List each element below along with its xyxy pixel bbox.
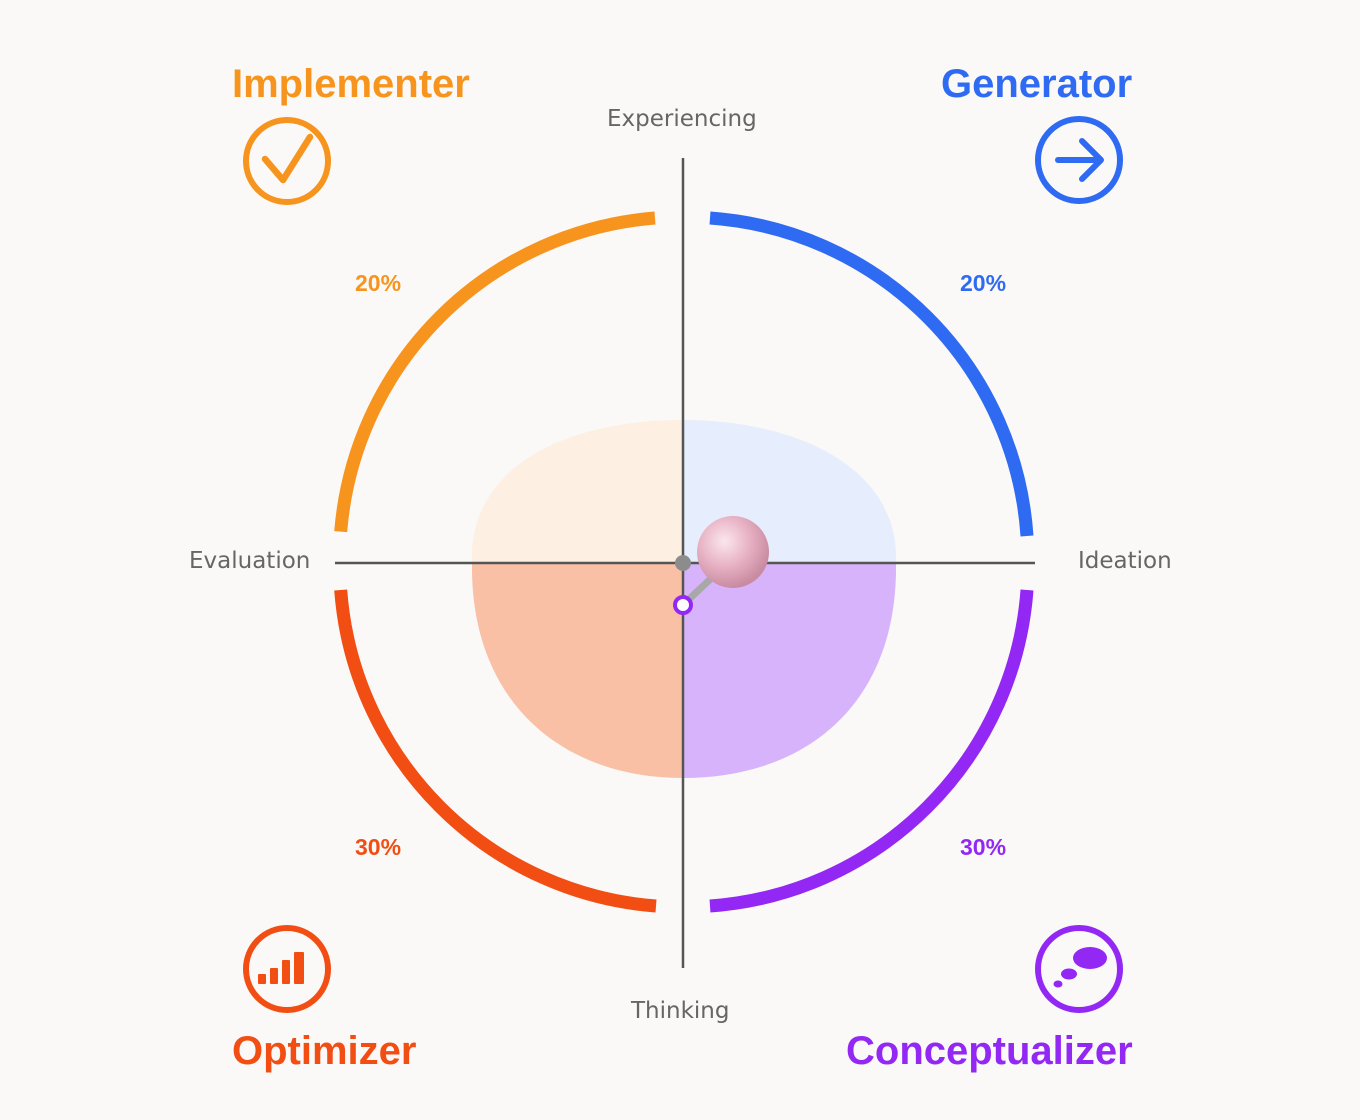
implementer-percent: 20%	[355, 270, 402, 296]
conceptualizer-percent: 30%	[960, 834, 1007, 860]
conceptualizer-area	[683, 563, 897, 778]
axis-label-left: Evaluation	[189, 548, 311, 574]
position-pin	[673, 516, 769, 615]
axis-label-bottom: Thinking	[631, 998, 730, 1024]
generator-title: Generator	[941, 62, 1133, 106]
conceptualizer-arc	[709, 589, 1034, 913]
check-circle-icon	[243, 117, 331, 205]
thought-bubble-circle-icon	[1035, 925, 1123, 1013]
optimizer-percent: 30%	[355, 834, 402, 860]
generator-arc	[709, 211, 1034, 537]
pin-head	[697, 516, 769, 588]
arrow-right-circle-icon	[1035, 116, 1123, 204]
conceptualizer-title: Conceptualizer	[846, 1029, 1133, 1073]
axis-label-right: Ideation	[1078, 548, 1172, 574]
pin-base	[673, 595, 693, 615]
implementer-area	[471, 420, 683, 563]
generator-percent: 20%	[960, 270, 1007, 296]
bar-chart-circle-icon	[243, 925, 331, 1013]
optimizer-title: Optimizer	[232, 1029, 417, 1073]
optimizer-arc	[334, 589, 657, 913]
center-dot	[675, 555, 691, 571]
implementer-title: Implementer	[232, 62, 470, 106]
implementer-arc	[334, 211, 656, 533]
axis-label-top: Experiencing	[607, 106, 757, 132]
optimizer-area	[471, 563, 683, 778]
